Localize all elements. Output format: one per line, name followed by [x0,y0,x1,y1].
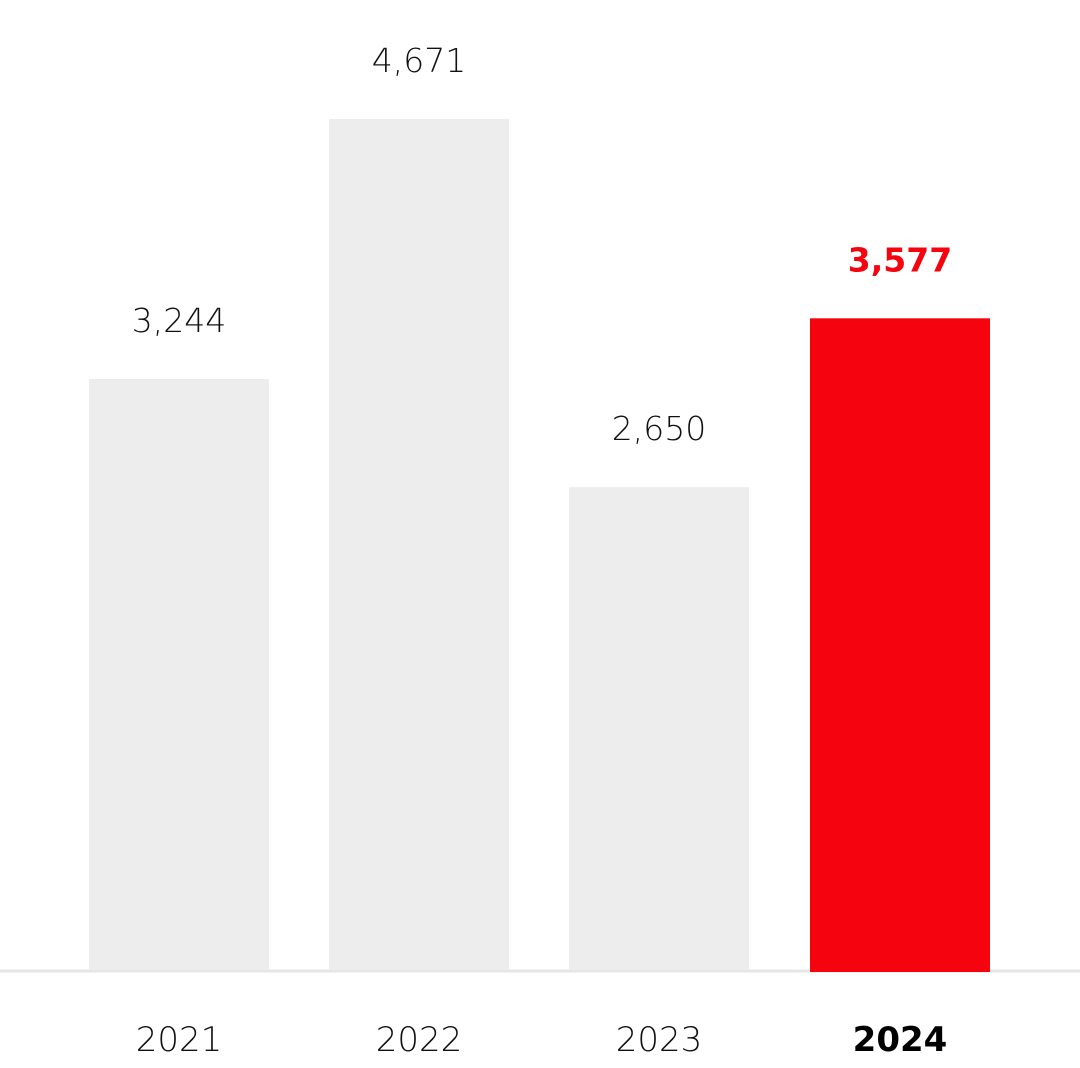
bar-2022 [329,119,509,970]
bar-2023 [569,487,749,970]
bar-2024 [810,318,990,973]
category-label-2023: 2023 [616,1020,703,1060]
value-label-2024: 3,577 [848,240,952,279]
value-label-2022: 4,671 [372,41,466,80]
value-label-2021: 3,244 [132,301,226,340]
value-label-2023: 2,650 [612,409,706,448]
category-label-2022: 2022 [376,1020,463,1060]
category-label-2021: 2021 [136,1020,223,1060]
category-label-2024: 2024 [853,1020,948,1060]
bar-2021 [89,378,269,970]
